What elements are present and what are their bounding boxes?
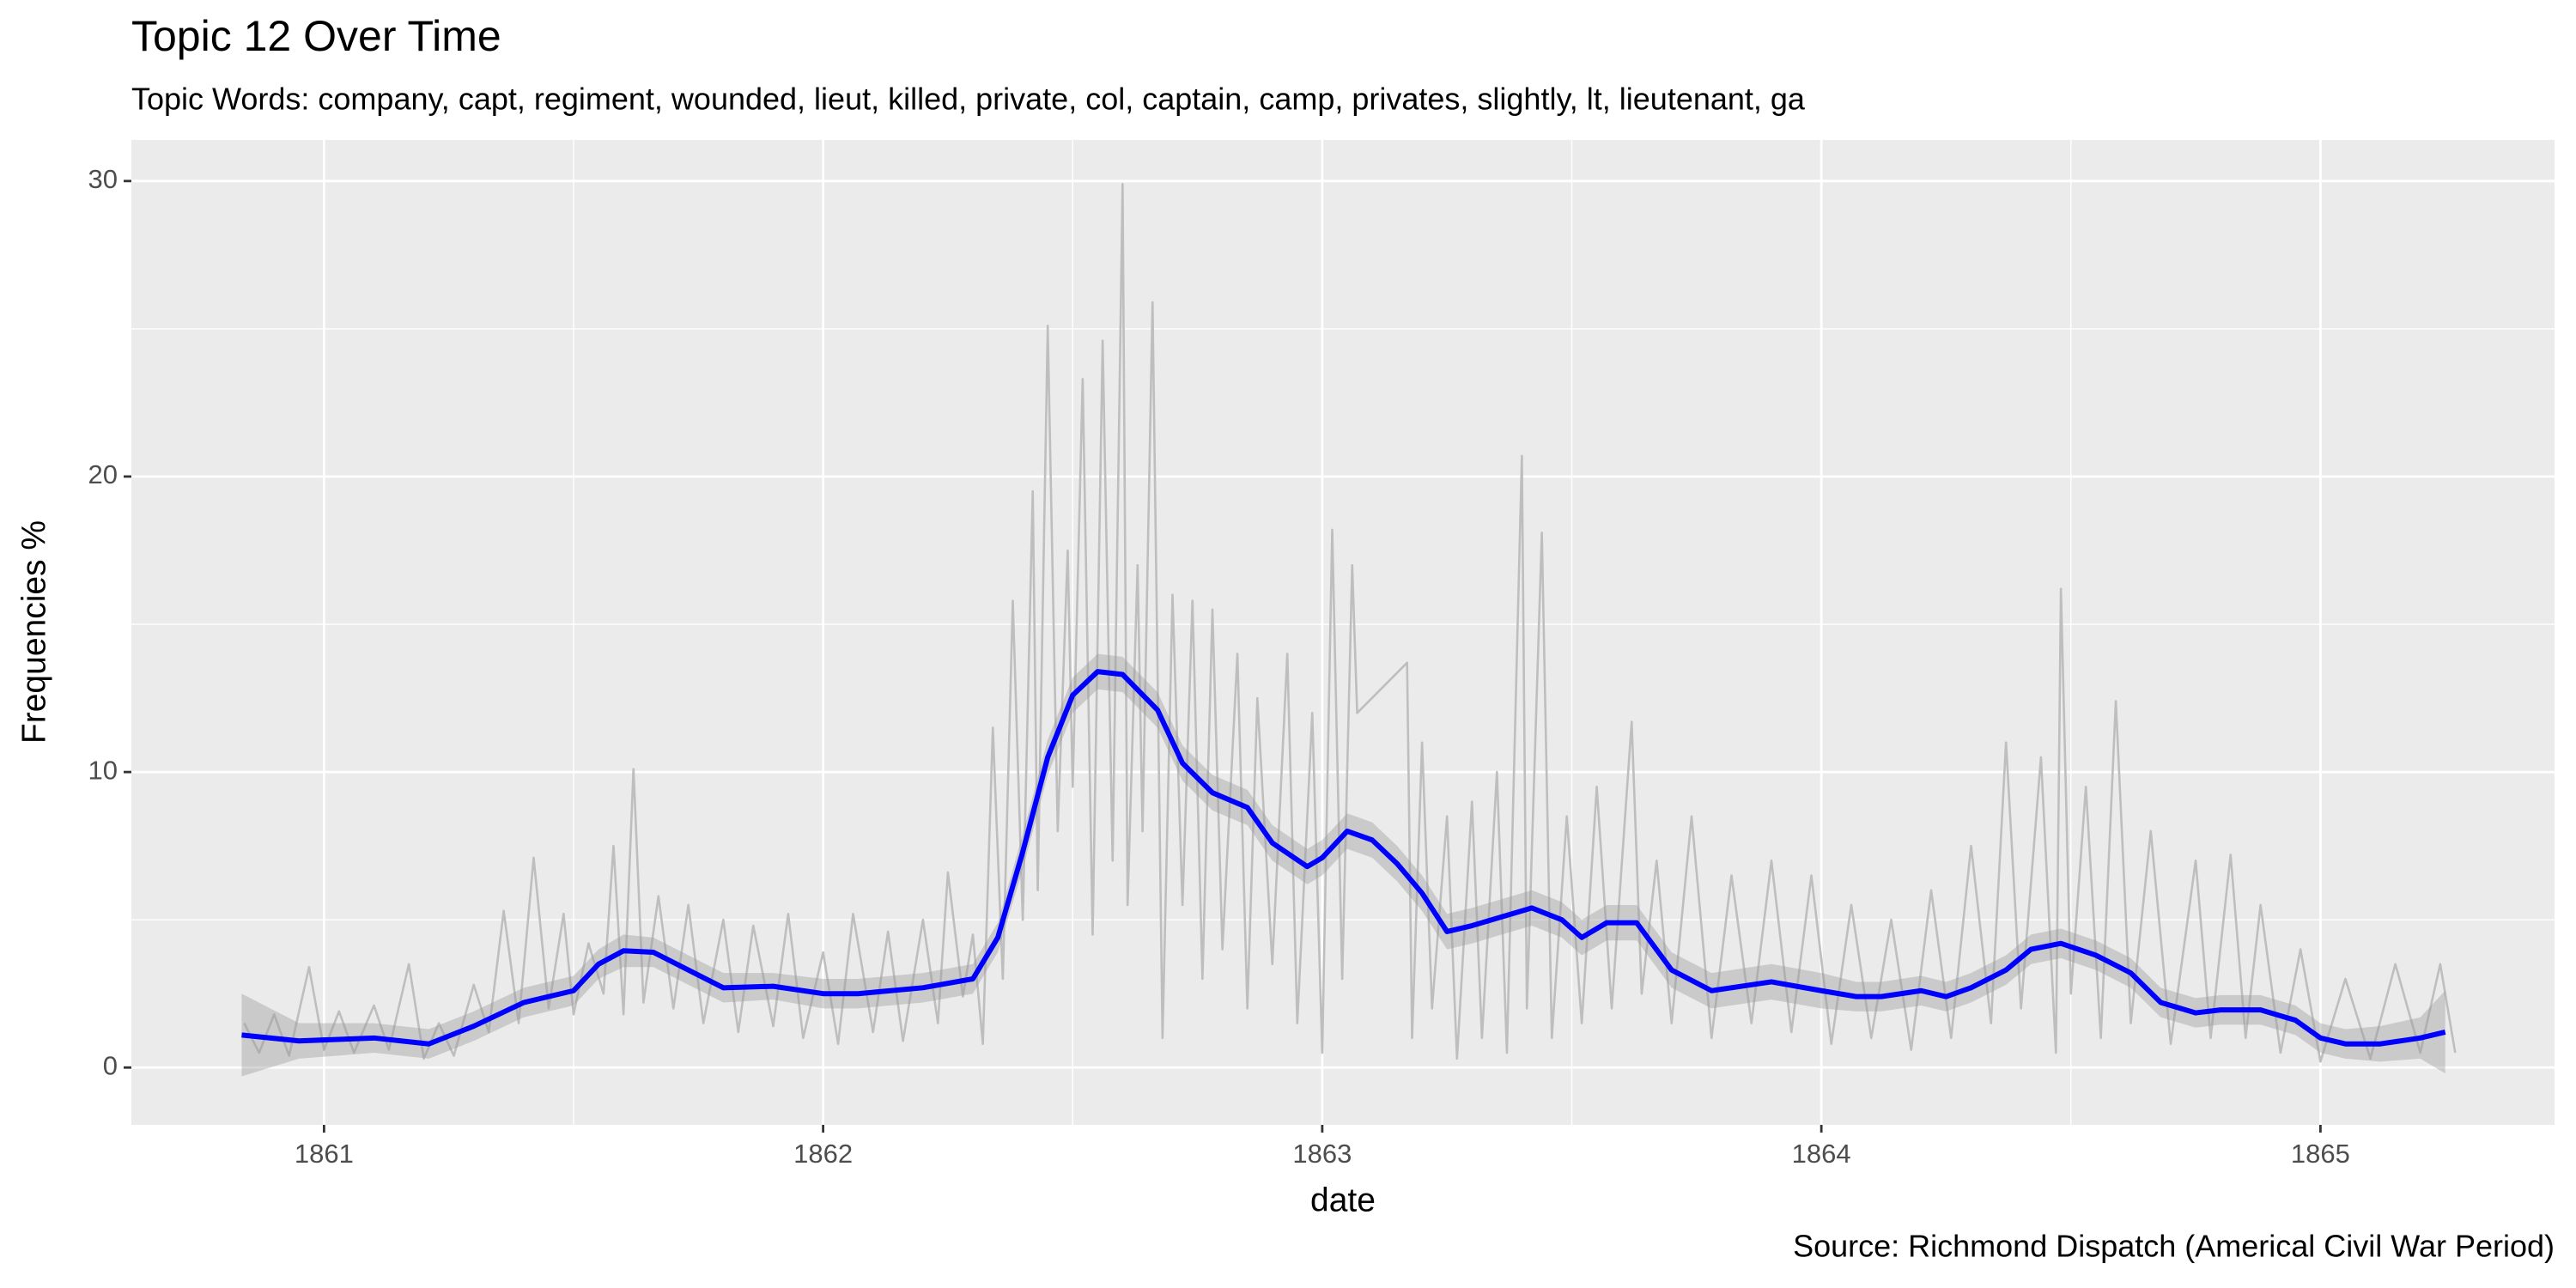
x-tick-label: 1862 [793,1139,853,1169]
smooth-line [241,669,2446,1047]
chart-subtitle: Topic Words: company, capt, regiment, wo… [131,82,1806,117]
chart-title: Topic 12 Over Time [131,12,501,60]
y-tick-label: 0 [103,1050,118,1080]
y-tick-label: 20 [88,459,118,489]
x-tick-label: 1863 [1292,1139,1352,1169]
y-tick-label: 30 [88,164,118,194]
y-tick-label: 10 [88,755,118,785]
caption: Source: Richmond Dispatch (Americal Civi… [1793,1229,2555,1264]
x-tick-label: 1861 [295,1139,354,1169]
confidence-ribbon [241,653,2445,1077]
y-axis-label: Frequencies % [15,520,52,744]
x-tick-label: 1865 [2291,1139,2350,1169]
x-axis-label: date [1310,1182,1376,1218]
x-tick-label: 1864 [1792,1139,1851,1169]
